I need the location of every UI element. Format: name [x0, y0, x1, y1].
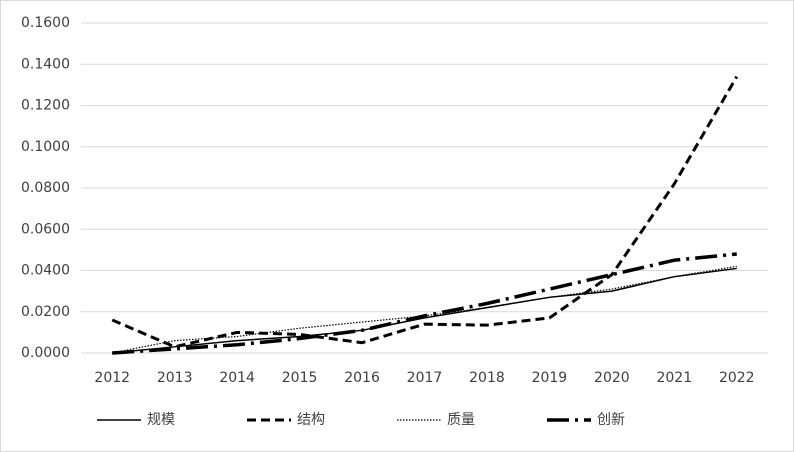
- x-tick-label: 2021: [656, 370, 692, 386]
- x-tick-label: 2020: [594, 370, 630, 386]
- x-tick-label: 2013: [157, 370, 193, 386]
- legend-label: 创新: [597, 412, 625, 428]
- x-tick-label: 2012: [94, 370, 130, 386]
- y-tick-label: 0.0000: [21, 345, 70, 361]
- x-tick-label: 2017: [407, 370, 443, 386]
- y-tick-label: 0.0600: [21, 221, 70, 237]
- x-tick-label: 2019: [532, 370, 568, 386]
- y-tick-label: 0.1200: [21, 98, 70, 114]
- x-tick-label: 2022: [719, 370, 755, 386]
- series-line: [112, 267, 737, 354]
- x-tick-label: 2016: [344, 370, 380, 386]
- x-tick-label: 2014: [219, 370, 255, 386]
- legend-label: 质量: [447, 412, 475, 428]
- series-line: [112, 265, 737, 354]
- series-line: [112, 252, 737, 355]
- y-tick-label: 0.1400: [21, 56, 70, 72]
- legend-label: 结构: [297, 412, 325, 428]
- y-tick-label: 0.0800: [21, 180, 70, 196]
- y-tick-label: 0.1000: [21, 139, 70, 155]
- y-tick-label: 0.0200: [21, 304, 70, 320]
- x-tick-label: 2015: [282, 370, 318, 386]
- series-line: [111, 75, 739, 349]
- y-tick-label: 0.0400: [21, 263, 70, 279]
- legend-label: 规模: [147, 412, 175, 428]
- y-tick-label: 0.1600: [21, 15, 70, 31]
- x-tick-label: 2018: [469, 370, 505, 386]
